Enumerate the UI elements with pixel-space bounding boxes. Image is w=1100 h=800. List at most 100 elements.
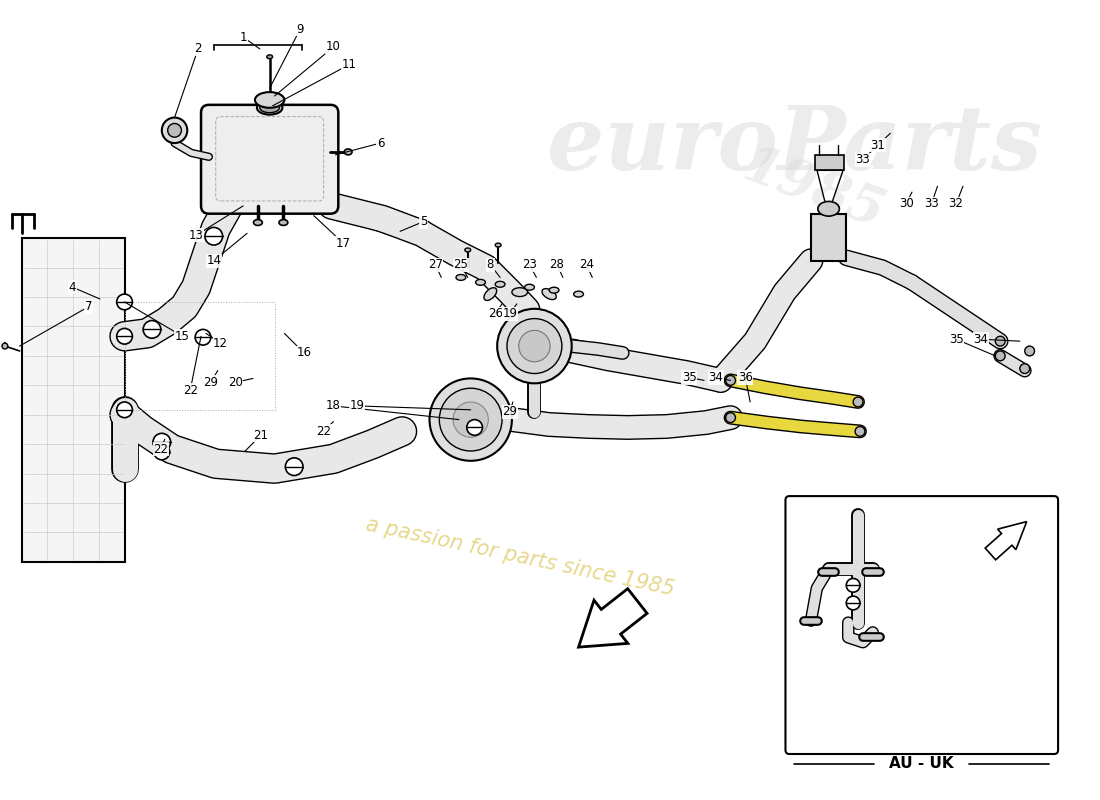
Circle shape xyxy=(855,426,865,436)
Bar xyxy=(22,238,124,562)
Text: 22: 22 xyxy=(316,425,331,438)
Text: 8: 8 xyxy=(486,258,494,271)
Text: 19: 19 xyxy=(350,399,364,412)
Text: 7: 7 xyxy=(85,300,92,314)
Text: 2: 2 xyxy=(195,42,201,55)
Circle shape xyxy=(726,413,736,422)
Text: 25: 25 xyxy=(453,258,469,271)
Ellipse shape xyxy=(475,279,485,286)
Bar xyxy=(811,214,846,261)
Ellipse shape xyxy=(817,202,839,216)
Text: 22: 22 xyxy=(153,442,168,455)
Text: 20: 20 xyxy=(228,376,243,389)
Text: 12: 12 xyxy=(213,337,228,350)
Circle shape xyxy=(996,351,1005,361)
Circle shape xyxy=(497,309,572,383)
Text: 31: 31 xyxy=(870,138,886,151)
Circle shape xyxy=(996,336,1005,346)
Text: 1985: 1985 xyxy=(736,140,892,238)
Circle shape xyxy=(429,378,512,461)
Circle shape xyxy=(117,294,132,310)
Circle shape xyxy=(153,434,170,451)
Text: 27: 27 xyxy=(428,258,443,271)
Circle shape xyxy=(439,388,502,451)
Text: 29: 29 xyxy=(503,406,517,418)
Text: 9: 9 xyxy=(296,23,304,36)
Text: 34: 34 xyxy=(974,333,988,346)
Text: AU - UK: AU - UK xyxy=(890,756,954,771)
Circle shape xyxy=(854,397,862,407)
Circle shape xyxy=(1025,346,1034,356)
Ellipse shape xyxy=(574,291,583,297)
Text: euroParts: euroParts xyxy=(547,102,1042,188)
Text: 18: 18 xyxy=(326,399,341,412)
Circle shape xyxy=(466,420,483,435)
Text: 33: 33 xyxy=(856,154,870,166)
Ellipse shape xyxy=(279,219,288,226)
Text: 5: 5 xyxy=(420,215,427,228)
Ellipse shape xyxy=(266,55,273,58)
Circle shape xyxy=(846,596,860,610)
Text: 35: 35 xyxy=(682,371,696,384)
Ellipse shape xyxy=(549,287,559,293)
Text: 19: 19 xyxy=(503,307,517,320)
Text: 6: 6 xyxy=(376,137,384,150)
Ellipse shape xyxy=(465,248,471,252)
Text: a passion for parts since 1985: a passion for parts since 1985 xyxy=(364,514,675,599)
Text: 30: 30 xyxy=(899,198,913,210)
Text: 10: 10 xyxy=(326,41,341,54)
Circle shape xyxy=(205,227,222,245)
Ellipse shape xyxy=(255,92,285,108)
Circle shape xyxy=(117,402,132,418)
FancyBboxPatch shape xyxy=(785,496,1058,754)
Text: 36: 36 xyxy=(738,371,752,384)
Text: 34: 34 xyxy=(708,371,724,384)
Circle shape xyxy=(453,402,488,438)
Circle shape xyxy=(167,123,182,137)
Text: 16: 16 xyxy=(297,346,311,359)
Text: 23: 23 xyxy=(522,258,537,271)
Ellipse shape xyxy=(542,289,557,299)
Text: 14: 14 xyxy=(207,254,221,267)
Text: 17: 17 xyxy=(336,237,351,250)
Circle shape xyxy=(846,578,860,592)
Circle shape xyxy=(1020,364,1030,374)
Text: 11: 11 xyxy=(342,58,356,71)
Polygon shape xyxy=(986,522,1026,560)
Text: 33: 33 xyxy=(924,198,939,210)
Text: 32: 32 xyxy=(948,198,964,210)
Text: 35: 35 xyxy=(948,333,964,346)
Ellipse shape xyxy=(525,284,535,290)
Text: 28: 28 xyxy=(550,258,564,271)
Ellipse shape xyxy=(260,103,279,113)
Circle shape xyxy=(285,458,303,475)
Text: 29: 29 xyxy=(204,376,218,389)
Circle shape xyxy=(143,321,161,338)
Circle shape xyxy=(519,330,550,362)
Ellipse shape xyxy=(456,274,465,280)
Text: 15: 15 xyxy=(175,330,190,342)
Circle shape xyxy=(117,329,132,344)
Circle shape xyxy=(726,375,736,386)
Text: 21: 21 xyxy=(253,429,268,442)
Text: 13: 13 xyxy=(189,229,204,242)
Polygon shape xyxy=(579,589,647,647)
Text: 24: 24 xyxy=(579,258,594,271)
Circle shape xyxy=(507,318,562,374)
Text: 1: 1 xyxy=(240,30,246,44)
Ellipse shape xyxy=(253,219,262,226)
Circle shape xyxy=(162,118,187,143)
Ellipse shape xyxy=(495,282,505,287)
Ellipse shape xyxy=(512,288,528,297)
Bar xyxy=(815,155,845,170)
Ellipse shape xyxy=(257,101,283,114)
Circle shape xyxy=(2,343,8,349)
Ellipse shape xyxy=(495,243,502,247)
Text: 26: 26 xyxy=(487,307,503,320)
Ellipse shape xyxy=(344,149,352,155)
Text: 4: 4 xyxy=(69,281,76,294)
Ellipse shape xyxy=(484,288,497,301)
FancyBboxPatch shape xyxy=(201,105,339,214)
Text: 22: 22 xyxy=(183,384,198,397)
Circle shape xyxy=(195,330,211,345)
